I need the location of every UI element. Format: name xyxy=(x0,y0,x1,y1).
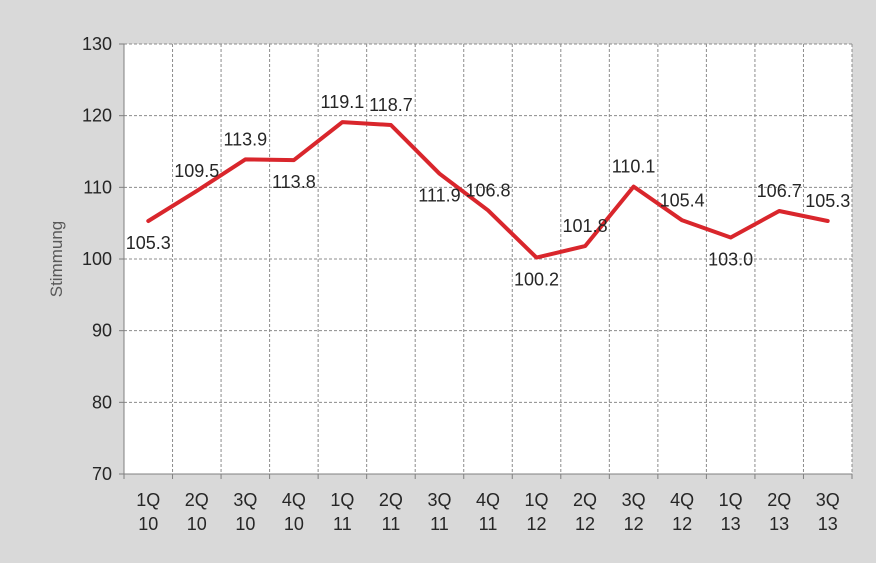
x-tick-label-quarter: 1Q xyxy=(719,490,743,510)
data-label: 101.8 xyxy=(563,216,608,236)
x-tick-label-year: 12 xyxy=(624,514,644,534)
x-tick-label-quarter: 4Q xyxy=(476,490,500,510)
data-label: 113.8 xyxy=(272,172,316,192)
gridlines xyxy=(124,43,853,474)
x-tick-label-year: 13 xyxy=(818,514,838,534)
data-label: 100.2 xyxy=(514,270,559,290)
data-label: 103.0 xyxy=(708,250,753,270)
y-tick-label: 110 xyxy=(83,177,112,197)
series-group xyxy=(146,120,830,260)
x-tick-label-quarter: 4Q xyxy=(282,490,306,510)
x-tick-label-year: 10 xyxy=(284,514,304,534)
y-axis-label: Stimmung xyxy=(47,221,66,298)
x-tick-label-quarter: 1Q xyxy=(136,490,160,510)
x-tick-label-year: 10 xyxy=(235,514,255,534)
data-label: 106.7 xyxy=(757,181,802,201)
x-tick-label-year: 11 xyxy=(382,514,401,534)
y-tick-labels: 70 80 90 100 110 120 130 xyxy=(82,34,112,484)
x-tick-label-quarter: 2Q xyxy=(185,490,209,510)
x-tick-label-quarter: 1Q xyxy=(330,490,354,510)
x-tick-label-year: 13 xyxy=(769,514,789,534)
data-label: 106.8 xyxy=(465,180,510,200)
axes xyxy=(119,43,853,479)
data-label: 110.1 xyxy=(612,157,656,177)
x-tick-label-quarter: 2Q xyxy=(767,490,791,510)
x-tick-label-quarter: 3Q xyxy=(427,490,451,510)
y-tick-label: 80 xyxy=(92,392,112,412)
x-tick-label-year: 10 xyxy=(138,514,158,534)
x-tick-label-quarter: 2Q xyxy=(573,490,597,510)
x-tick-label-year: 12 xyxy=(575,514,595,534)
x-tick-label-quarter: 3Q xyxy=(233,490,257,510)
data-label: 111.9 xyxy=(418,186,460,206)
x-tick-label-quarter: 3Q xyxy=(622,490,646,510)
x-tick-label-quarter: 3Q xyxy=(816,490,840,510)
x-tick-label-quarter: 4Q xyxy=(670,490,694,510)
x-tick-label-year: 11 xyxy=(333,514,352,534)
y-tick-label: 120 xyxy=(82,106,112,126)
data-label: 105.4 xyxy=(660,190,705,210)
y-tick-label: 130 xyxy=(82,34,112,54)
x-tick-label-quarter: 1Q xyxy=(525,490,549,510)
series-line xyxy=(146,120,830,260)
y-tick-label: 100 xyxy=(82,249,112,269)
data-label: 118.7 xyxy=(369,95,413,115)
x-tick-label-year: 12 xyxy=(672,514,692,534)
x-tick-label-year: 11 xyxy=(430,514,449,534)
data-label: 105.3 xyxy=(126,233,171,253)
x-tick-labels: 1Q 10 2Q 10 3Q 10 4Q 10 1Q 11 2Q 11 3Q 11 4Q 11 1Q 12 2Q 12… xyxy=(136,490,839,534)
data-label: 119.1 xyxy=(321,92,365,112)
x-tick-label-year: 12 xyxy=(527,514,547,534)
x-tick-label-year: 10 xyxy=(187,514,207,534)
x-tick-label-year: 11 xyxy=(479,514,498,534)
x-tick-label-quarter: 2Q xyxy=(379,490,403,510)
y-tick-label: 90 xyxy=(92,321,112,341)
data-label: 109.5 xyxy=(174,161,219,181)
data-label: 105.3 xyxy=(805,191,850,211)
y-tick-label: 70 xyxy=(92,464,112,484)
x-tick-label-year: 13 xyxy=(721,514,741,534)
data-label: 113.9 xyxy=(223,129,267,149)
